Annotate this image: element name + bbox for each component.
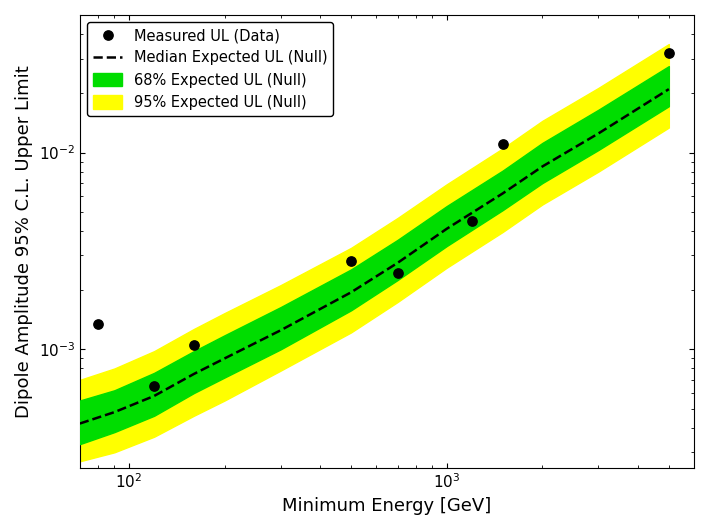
Median Expected UL (Null) bbox=[498, 190, 507, 197]
Median Expected UL (Null) bbox=[189, 371, 198, 377]
Median Expected UL (Null) bbox=[347, 289, 355, 296]
Measured UL (Data) bbox=[345, 257, 357, 266]
Median Expected UL (Null) bbox=[393, 260, 402, 266]
Median Expected UL (Null) bbox=[150, 393, 158, 399]
Measured UL (Data) bbox=[93, 320, 104, 328]
X-axis label: Minimum Energy [GeV]: Minimum Energy [GeV] bbox=[282, 497, 491, 515]
Measured UL (Data) bbox=[188, 341, 199, 349]
Median Expected UL (Null) bbox=[220, 355, 229, 361]
Median Expected UL (Null) bbox=[277, 327, 285, 333]
Median Expected UL (Null) bbox=[76, 420, 84, 427]
Measured UL (Data) bbox=[467, 217, 478, 225]
Measured UL (Data) bbox=[497, 140, 508, 148]
Measured UL (Data) bbox=[148, 382, 160, 391]
Median Expected UL (Null) bbox=[664, 86, 673, 92]
Y-axis label: Dipole Amplitude 95% C.L. Upper Limit: Dipole Amplitude 95% C.L. Upper Limit bbox=[15, 65, 33, 418]
Legend: Measured UL (Data), Median Expected UL (Null), 68% Expected UL (Null), 95% Expec: Measured UL (Data), Median Expected UL (… bbox=[87, 22, 333, 116]
Median Expected UL (Null) bbox=[110, 409, 118, 416]
Measured UL (Data) bbox=[392, 269, 403, 277]
Median Expected UL (Null) bbox=[594, 130, 603, 137]
Line: Median Expected UL (Null): Median Expected UL (Null) bbox=[80, 89, 669, 423]
Median Expected UL (Null) bbox=[538, 163, 547, 170]
Median Expected UL (Null) bbox=[442, 226, 451, 232]
Measured UL (Data) bbox=[663, 49, 674, 57]
